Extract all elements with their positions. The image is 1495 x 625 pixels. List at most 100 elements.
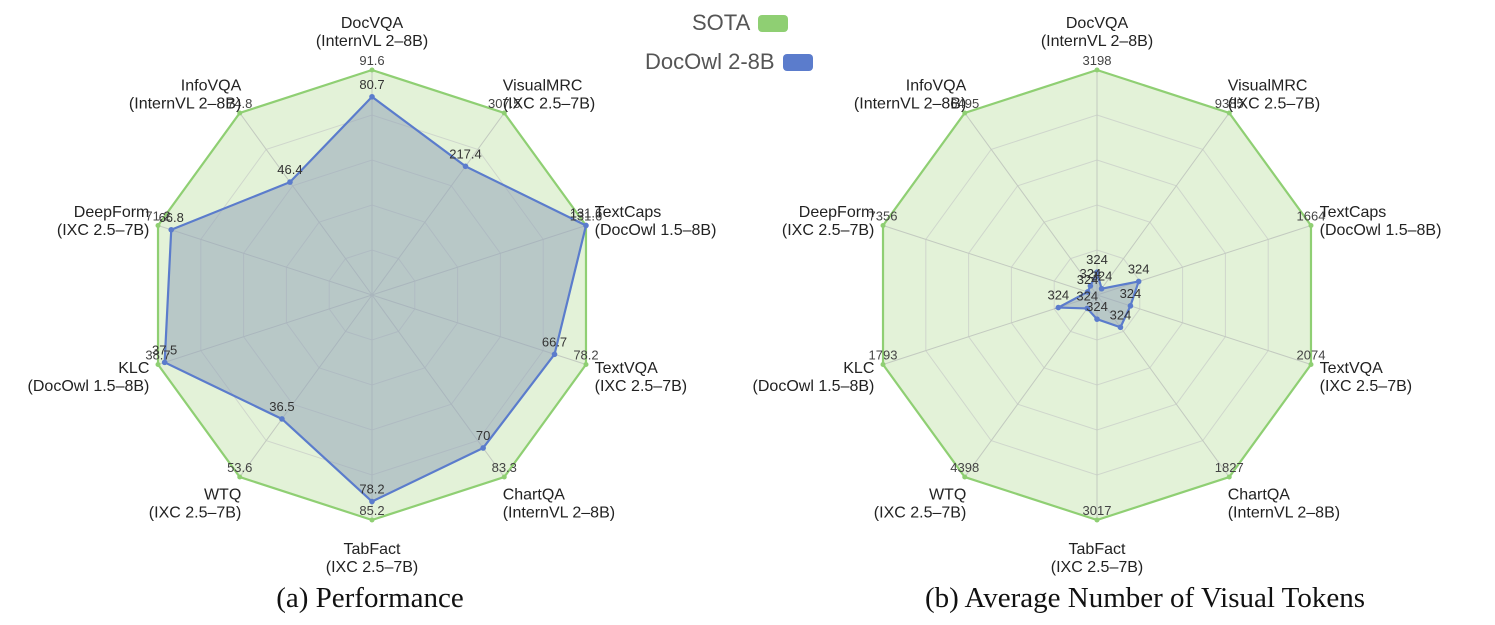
axis-sota-model-textvqa: (IXC 2.5–7B) (1320, 378, 1412, 395)
sota-value-label-tabfact: 85.2 (359, 503, 384, 518)
docowl-point-deepform (1084, 289, 1091, 295)
sota-value-label-chartqa: 1827 (1215, 460, 1244, 475)
axis-spoke-visualmrc (1096, 112, 1230, 296)
docowl-point-docvqa (369, 93, 375, 100)
axis-label-klc: KLC (118, 360, 149, 377)
sota-value-label-infovqa: 74.8 (227, 96, 252, 111)
docowl-value-label-docvqa: 324 (1086, 252, 1108, 267)
docowl-value-label-wtq: 36.5 (269, 399, 294, 414)
sota-point-textcaps (1308, 222, 1314, 228)
docowl-point-visualmrc (462, 163, 469, 170)
axis-label-tabfact: TabFact (1069, 541, 1126, 558)
docowl-value-label-textcaps: 131.6 (570, 205, 603, 220)
sota-value-label-docvqa: 3198 (1083, 53, 1112, 68)
legend-item-docowl: DocOwl 2-8B (645, 49, 813, 75)
axis-label-textcaps: TextCaps (595, 204, 662, 221)
docowl-point-textcaps (583, 222, 589, 229)
docowl-value-label-docvqa: 80.7 (359, 77, 384, 92)
axis-sota-model-textvqa: (IXC 2.5–7B) (595, 378, 687, 395)
sota-point-visualmrc (501, 110, 507, 116)
axis-sota-model-docvqa: (InternVL 2–8B) (316, 33, 428, 50)
docowl-value-label-tabfact: 78.2 (359, 482, 384, 497)
sota-value-label-textcaps: 131.6 (570, 208, 603, 223)
docowl-point-chartqa (480, 445, 486, 451)
axis-sota-model-deepform: (IXC 2.5–7B) (57, 222, 149, 239)
sota-point-chartqa (1226, 474, 1232, 480)
docowl-value-label-wtq: 324 (1076, 288, 1098, 303)
sota-value-label-textvqa: 78.2 (573, 348, 598, 363)
docowl-value-label-visualmrc: 324 (1091, 269, 1113, 284)
caption-performance: (a) Performance (276, 582, 464, 614)
caption-visual-tokens: (b) Average Number of Visual Tokens (925, 582, 1365, 614)
sota-value-label-textcaps: 1664 (1297, 208, 1326, 223)
docowl-value-label-infovqa: 46.4 (277, 162, 302, 177)
docowl-point-textvqa (551, 351, 558, 358)
docowl-value-label-tabfact: 324 (1086, 299, 1108, 314)
sota-point-infovqa (962, 110, 968, 116)
sota-point-tabfact (369, 517, 375, 523)
axis-label-visualmrc: VisualMRC (503, 77, 583, 94)
radar-chart-performance: 91.6 80.7 307.5 217.4 131.6 131.6 78.2 66.7 83.3… (0, 0, 760, 580)
axis-sota-model-textcaps: (DocOwl 1.5–8B) (595, 222, 717, 239)
sota-value-label-visualmrc: 9385 (1215, 96, 1244, 111)
sota-value-label-visualmrc: 307.5 (488, 96, 521, 111)
legend-label-docowl: DocOwl 2-8B (645, 49, 775, 74)
docowl-value-label-chartqa: 324 (1110, 307, 1132, 322)
docowl-value-label-klc: 37.5 (152, 342, 177, 357)
axis-label-deepform: DeepForm (799, 204, 875, 221)
docowl-point-infovqa (1087, 283, 1094, 289)
axis-sota-model-docvqa: (InternVL 2–8B) (1041, 33, 1153, 50)
docowl-value-label-textcaps: 324 (1128, 261, 1150, 276)
axis-label-docvqa: DocVQA (1066, 15, 1129, 32)
axis-label-textvqa: TextVQA (595, 360, 658, 377)
axis-sota-model-visualmrc: (IXC 2.5–7B) (1228, 95, 1320, 112)
sota-value-label-docvqa: 91.6 (359, 53, 384, 68)
axis-label-wtq: WTQ (929, 487, 966, 504)
docowl-point-wtq (279, 416, 285, 422)
docowl-value-label-chartqa: 70 (476, 428, 490, 443)
axis-sota-model-infovqa: (InternVL 2–8B) (854, 95, 966, 112)
sota-point-klc (155, 362, 161, 368)
axis-label-chartqa: ChartQA (503, 487, 566, 504)
docowl-value-label-textvqa: 324 (1120, 286, 1142, 301)
axis-label-visualmrc: VisualMRC (1228, 77, 1308, 94)
docowl-point-wtq (1084, 305, 1091, 312)
axis-label-klc: KLC (843, 360, 874, 377)
axis-label-chartqa: ChartQA (1228, 487, 1291, 504)
docowl-point-visualmrc (1098, 285, 1105, 292)
axis-sota-model-wtq: (IXC 2.5–7B) (874, 505, 966, 522)
sota-point-docvqa (1094, 67, 1100, 73)
radar-svg-visual-tokens: 3198 324 9385 324 1664 324 2074 324 1827 324 3017 3… (753, 15, 1442, 576)
docowl-point-chartqa (1117, 324, 1124, 331)
axis-sota-model-tabfact: (IXC 2.5–7B) (326, 559, 418, 576)
axis-sota-model-klc: (DocOwl 1.5–8B) (753, 378, 875, 395)
docowl-point-klc (1055, 304, 1062, 311)
axis-sota-model-tabfact: (IXC 2.5–7B) (1051, 559, 1143, 576)
radar-svg-performance: 91.680.7307.5217.4131.6131.678.266.783.3… (28, 15, 717, 576)
docowl-point-deepform (168, 226, 175, 233)
sota-point-wtq (237, 474, 243, 480)
axis-sota-model-klc: (DocOwl 1.5–8B) (28, 378, 150, 395)
docowl-value-label-visualmrc: 217.4 (449, 146, 482, 161)
docowl-point-tabfact (1094, 316, 1100, 322)
sota-value-label-deepform: 71.2 (145, 208, 170, 223)
axis-sota-model-deepform: (IXC 2.5–7B) (782, 222, 874, 239)
docowl-point-klc (161, 359, 168, 366)
axis-label-docvqa: DocVQA (341, 15, 404, 32)
sota-value-label-wtq: 53.6 (227, 460, 252, 475)
axis-label-infovqa: InfoVQA (906, 77, 967, 94)
axis-spoke-wtq (964, 294, 1098, 478)
axis-label-tabfact: TabFact (344, 541, 401, 558)
docowl-point-tabfact (369, 498, 375, 505)
sota-value-label-deepform: 7356 (869, 208, 898, 223)
axis-sota-model-chartqa: (InternVL 2–8B) (1228, 505, 1340, 522)
sota-value-label-textvqa: 2074 (1297, 348, 1326, 363)
legend-item-sota: SOTA (692, 10, 789, 36)
radar-chart-visual-tokens: 3198 324 9385 324 1664 324 2074 324 1827 324 3017 3… (735, 0, 1495, 580)
sota-point-chartqa (501, 474, 507, 480)
axis-spoke-deepform (882, 224, 1098, 296)
legend-label-sota: SOTA (692, 10, 751, 35)
sota-point-textvqa (583, 362, 589, 368)
axis-sota-model-visualmrc: (IXC 2.5–7B) (503, 95, 595, 112)
legend-swatch-sota (758, 14, 789, 32)
